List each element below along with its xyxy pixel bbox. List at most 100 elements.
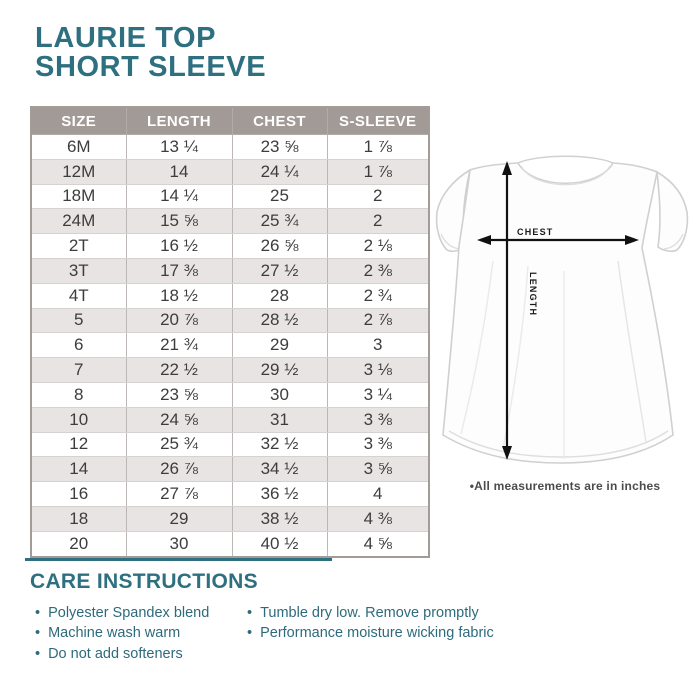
table-cell: 18: [30, 505, 127, 532]
table-cell: 15 ⅝: [125, 208, 233, 235]
table-cell: 14: [125, 158, 233, 185]
table-cell: 26 ⅝: [231, 233, 328, 259]
table-cell: 10: [30, 406, 127, 433]
table-row: 6 21 ¾ 29 3: [30, 332, 430, 359]
table-cell: 6: [30, 332, 127, 359]
care-list-column-2: Tumble dry low. Remove promptlyPerforman…: [247, 603, 507, 644]
table-cell: 3: [326, 332, 430, 359]
column-header: S-SLEEVE: [326, 106, 430, 135]
table-cell: 22 ½: [125, 357, 233, 383]
shirt-body: [442, 162, 674, 464]
table-cell: 3 ¼: [326, 381, 430, 408]
table-cell: 4: [326, 481, 430, 507]
table-cell: 2 ⅜: [326, 257, 430, 284]
table-cell: 16 ½: [125, 233, 233, 259]
table-cell: 38 ½: [231, 505, 328, 532]
table-cell: 32 ½: [231, 431, 328, 458]
table-row: 4T 18 ½ 28 2 ¾: [30, 282, 430, 309]
table-cell: 28: [231, 282, 328, 309]
table-cell: 25: [231, 183, 328, 210]
table-cell: 2 ⅞: [326, 307, 430, 334]
shirt-neckline-inner: [520, 165, 611, 186]
table-cell: 17 ⅜: [125, 257, 233, 284]
table-cell: 31: [231, 406, 328, 433]
table-cell: 24 ⅝: [125, 406, 233, 433]
table-cell: 23 ⅝: [231, 134, 328, 160]
shirt-right-cuff-line: [663, 233, 684, 250]
table-cell: 24M: [30, 208, 127, 235]
shirt-fold-line: [617, 260, 647, 443]
table-cell: 3 ⅛: [326, 357, 430, 383]
table-row: 8 23 ⅝ 30 3 ¼: [30, 381, 430, 408]
table-cell: 18M: [30, 183, 127, 210]
table-cell: 20 ⅞: [125, 307, 233, 334]
table-cell: 2T: [30, 233, 127, 259]
care-divider: [25, 558, 332, 561]
care-item: Tumble dry low. Remove promptly: [247, 603, 507, 623]
table-cell: 23 ⅝: [125, 381, 233, 408]
table-cell: 13 ¼: [125, 134, 233, 160]
table-cell: 14: [30, 456, 127, 483]
table-cell: 16: [30, 481, 127, 507]
column-header: CHEST: [231, 106, 328, 135]
care-item: Machine wash warm: [35, 623, 245, 643]
table-cell: 4T: [30, 282, 127, 309]
table-cell: 3T: [30, 257, 127, 284]
table-cell: 34 ½: [231, 456, 328, 483]
table-cell: 20: [30, 530, 127, 558]
table-cell: 4 ⅝: [326, 530, 430, 558]
chest-label: CHEST: [517, 227, 554, 237]
shirt-back-collar: [517, 155, 614, 164]
shirt-fold-line: [460, 260, 494, 435]
table-cell: 36 ½: [231, 481, 328, 507]
shirt-right-sleeve: [656, 170, 689, 253]
table-cell: 29: [125, 505, 233, 532]
table-cell: 6M: [30, 134, 127, 160]
table-cell: 18 ½: [125, 282, 233, 309]
table-cell: 2: [326, 183, 430, 210]
table-cell: 12: [30, 431, 127, 458]
table-cell: 21 ¾: [125, 332, 233, 359]
care-item: Performance moisture wicking fabric: [247, 623, 507, 643]
table-cell: 12M: [30, 158, 127, 185]
table-cell: 26 ⅞: [125, 456, 233, 483]
table-cell: 8: [30, 381, 127, 408]
shirt-left-cuff-line: [440, 233, 461, 250]
table-cell: 3 ⅜: [326, 406, 430, 433]
table-cell: 3 ⅝: [326, 456, 430, 483]
table-cell: 1 ⅞: [326, 158, 430, 185]
length-label: LENGTH: [528, 272, 538, 316]
care-list-column-1: Polyester Spandex blendMachine wash warm…: [35, 603, 245, 664]
care-item: Polyester Spandex blend: [35, 603, 245, 623]
table-cell: 5: [30, 307, 127, 334]
table-cell: 28 ½: [231, 307, 328, 334]
table-cell: 7: [30, 357, 127, 383]
table-cell: 2: [326, 208, 430, 235]
chest-arrow: [477, 235, 639, 245]
table-cell: 27 ⅞: [125, 481, 233, 507]
length-arrow: [502, 161, 512, 460]
table-cell: 25 ¾: [231, 208, 328, 235]
table-cell: 29 ½: [231, 357, 328, 383]
table-cell: 40 ½: [231, 530, 328, 558]
care-item: Do not add softeners: [35, 644, 245, 664]
page-title-line2: SHORT SLEEVE: [35, 51, 267, 83]
shirt-diagram: CHEST LENGTH: [435, 155, 689, 464]
table-cell: 3 ⅜: [326, 431, 430, 458]
column-header: SIZE: [30, 106, 127, 135]
table-cell: 1 ⅞: [326, 134, 430, 160]
table-cell: 2 ¾: [326, 282, 430, 309]
table-cell: 4 ⅜: [326, 505, 430, 532]
